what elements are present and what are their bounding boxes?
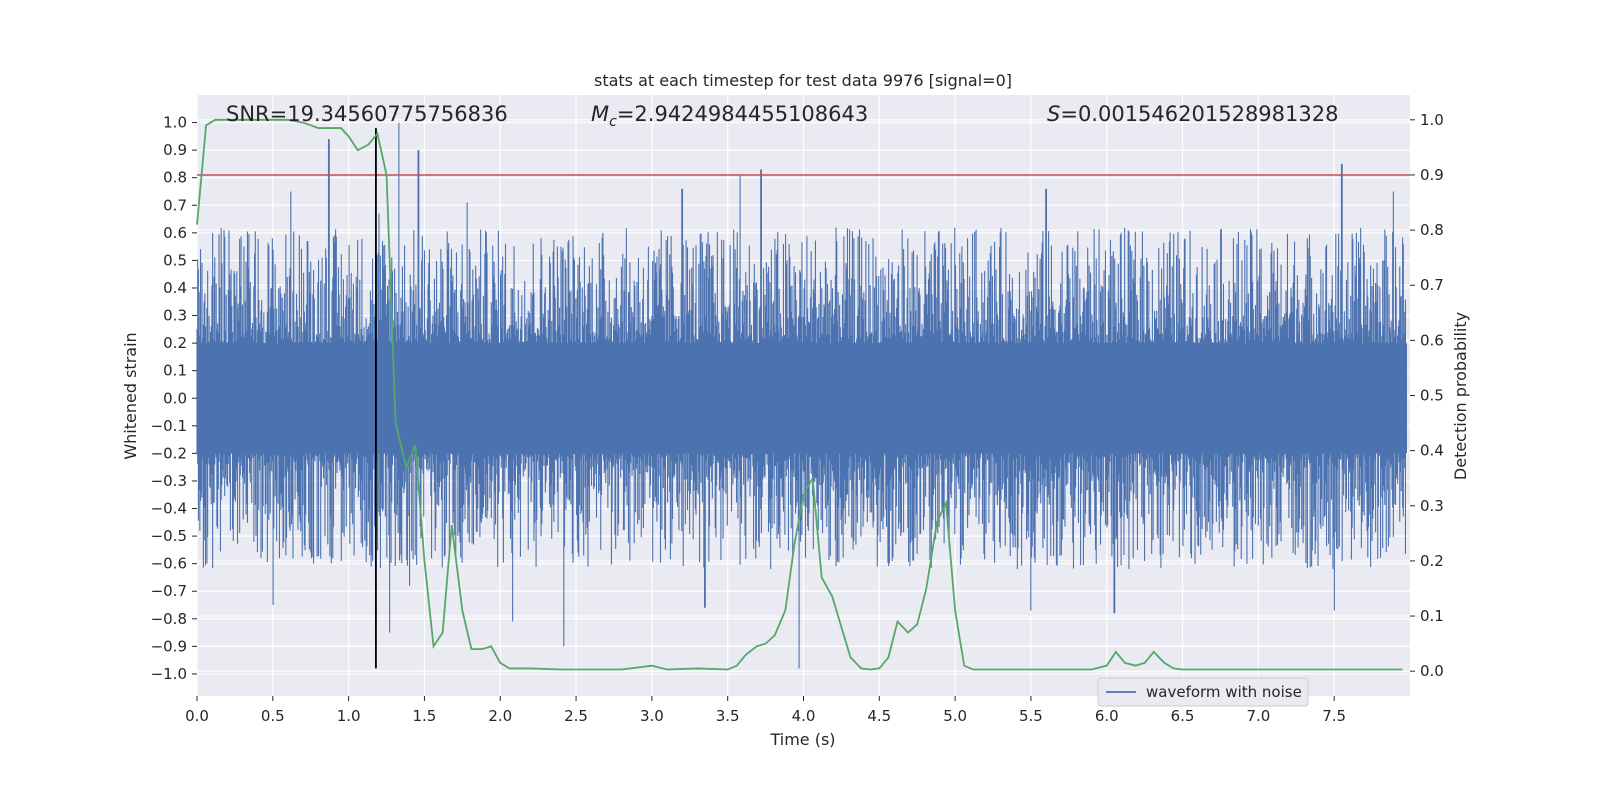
y-tick-label: 0.2: [163, 334, 187, 352]
x-tick-label: 7.0: [1246, 707, 1270, 725]
overlays: [196, 118, 1410, 671]
y-tick-label: −0.5: [151, 527, 187, 545]
y-tick-label: −0.6: [151, 555, 187, 573]
y-tick-label: 0.7: [163, 196, 187, 214]
y-tick-label: −0.4: [151, 500, 187, 518]
y-tick-label: −0.3: [151, 472, 187, 490]
x-axis-label: Time (s): [769, 730, 835, 749]
y2-tick-label: 0.7: [1420, 276, 1444, 294]
y2-tick-label: 1.0: [1420, 111, 1444, 129]
legend: waveform with noise: [1097, 677, 1309, 707]
x-tick-label: 6.0: [1095, 707, 1119, 725]
y2-tick-label: 0.6: [1420, 331, 1444, 349]
x-tick-label: 1.5: [413, 707, 437, 725]
y2-axis-label: Detection probability: [1451, 312, 1470, 480]
x-tick-label: 3.5: [716, 707, 740, 725]
x-tick-label: 4.5: [867, 707, 891, 725]
y-axis-label: Whitened strain: [121, 332, 140, 459]
y2-tick-label: 0.8: [1420, 221, 1444, 239]
y2-tick-label: 0.4: [1420, 442, 1444, 460]
y2-tick-label: 0.1: [1420, 607, 1444, 625]
y2-tick-label: 0.9: [1420, 166, 1444, 184]
axes: 0.0 0.5 1.0 1.5 2.0 2.5 3.0 3.5 4.0 4.5 5.0 5.5 6.0 6…: [151, 111, 1444, 725]
y-tick-label: 0.6: [163, 224, 187, 242]
x-tick-label: 5.0: [943, 707, 967, 725]
y-tick-label: 0.3: [163, 307, 187, 325]
s-annotation: S=0.001546201528981328: [1047, 102, 1338, 126]
x-tick-label: 4.0: [792, 707, 816, 725]
y-tick-label: −1.0: [151, 665, 187, 683]
x-tick-label: 5.5: [1019, 707, 1043, 725]
y-tick-label: 0.9: [163, 141, 187, 159]
x-tick-label: 0.5: [261, 707, 285, 725]
x-tick-label: 3.0: [640, 707, 664, 725]
x-tick-label: 6.5: [1171, 707, 1195, 725]
y-tick-label: −0.8: [151, 610, 187, 628]
y2-tick-label: 0.2: [1420, 552, 1444, 570]
y2-tick-label: 0.0: [1420, 662, 1444, 680]
x-tick-label: 2.5: [564, 707, 588, 725]
y-tick-label: 0.0: [163, 389, 187, 407]
y-tick-label: 0.8: [163, 169, 187, 187]
x-tick-label: 7.5: [1322, 707, 1346, 725]
y-tick-label: 0.5: [163, 251, 187, 269]
y-tick-label: 1.0: [163, 114, 187, 132]
y-tick-label: −0.7: [151, 582, 187, 600]
y-tick-label: −0.9: [151, 637, 187, 655]
y2-tick-label: 0.3: [1420, 497, 1444, 515]
x-tick-label: 1.0: [337, 707, 361, 725]
probability-line: [196, 118, 1403, 671]
waveform-core-band: [197, 343, 1407, 454]
y-tick-label: −0.2: [151, 444, 187, 462]
y2-tick-label: 0.5: [1420, 387, 1444, 405]
chirp-mass-annotation: Mc=2.9424984455108643: [591, 102, 868, 130]
snr-annotation: SNR=19.34560775756836: [226, 102, 508, 126]
x-tick-label: 0.0: [185, 707, 209, 725]
y-tick-label: 0.1: [163, 362, 187, 380]
y-tick-label: 0.4: [163, 279, 187, 297]
legend-label: waveform with noise: [1146, 683, 1302, 701]
chart-title: stats at each timestep for test data 997…: [594, 71, 1012, 90]
legend-box: [1097, 677, 1309, 707]
y-tick-label: −0.1: [151, 417, 187, 435]
x-tick-label: 2.0: [488, 707, 512, 725]
